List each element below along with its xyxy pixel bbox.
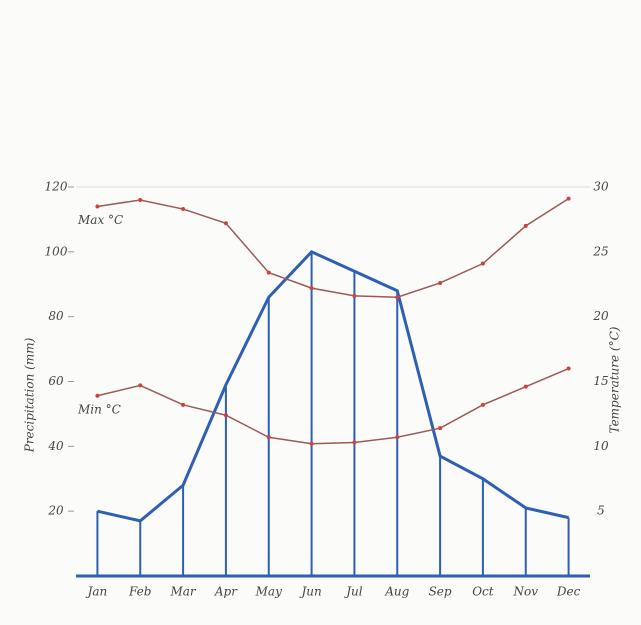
precip-line (97, 250, 569, 523)
temp-point (566, 196, 571, 201)
temp-point (95, 204, 100, 209)
x-tick-label: Apr (214, 585, 238, 599)
x-tick-label: Oct (472, 585, 494, 599)
temp-point (395, 295, 400, 300)
y2-tick-label: 20 (592, 309, 609, 323)
temp-point (309, 286, 314, 291)
x-tick-label: Sep (429, 585, 452, 599)
temp-line (97, 367, 569, 445)
temp-point (309, 441, 314, 446)
x-tick-label: May (255, 585, 282, 599)
y2-tick-label: 15 (593, 374, 608, 388)
temp-point (138, 383, 143, 388)
y-tick-label: 60 (48, 374, 64, 388)
temp-point (438, 426, 443, 431)
temp-point (266, 435, 271, 440)
x-tick-label: Jun (298, 585, 321, 599)
y2-tick-label: 5 (597, 504, 605, 518)
temp-point (181, 207, 186, 212)
temp-point (352, 293, 357, 298)
y2-tick-label: 30 (593, 180, 609, 194)
temp-point (480, 261, 485, 266)
x-tick-label: Jul (343, 585, 363, 599)
temp-point (138, 197, 143, 202)
x-tick-label: Jan (85, 585, 108, 599)
series-label: Max °C (77, 213, 123, 227)
temp-point (480, 402, 485, 407)
y-axis-title: Precipitation (mm) (23, 337, 37, 453)
temp-point (352, 440, 357, 445)
temp-point (266, 270, 271, 275)
y-tick-label: 20 (47, 504, 64, 518)
y-tick-label: 80 (48, 309, 64, 323)
x-tick-label: Dec (556, 585, 581, 599)
temp-point (566, 366, 571, 371)
y2-tick-label: 10 (593, 439, 609, 453)
x-tick-label: Nov (512, 585, 538, 599)
temp-line (97, 198, 569, 298)
x-tick-label: Aug (384, 585, 409, 599)
temp-point (181, 402, 186, 407)
temp-point (223, 221, 228, 226)
series-label: Min °C (77, 402, 121, 416)
temp-point (95, 393, 100, 398)
y2-tick-label: 25 (592, 244, 608, 258)
x-tick-label: Mar (169, 585, 196, 599)
temp-point (523, 223, 528, 228)
temp-point (395, 435, 400, 440)
temp-point (438, 280, 443, 285)
y-tick-label: 100 (45, 244, 68, 258)
temp-point (523, 384, 528, 389)
y2-axis-title: Temperature (°C) (608, 326, 622, 433)
y-tick-label: 40 (47, 439, 64, 453)
x-tick-label: Feb (128, 585, 151, 599)
y-tick-label: 120 (45, 180, 68, 194)
temp-point (223, 413, 228, 418)
